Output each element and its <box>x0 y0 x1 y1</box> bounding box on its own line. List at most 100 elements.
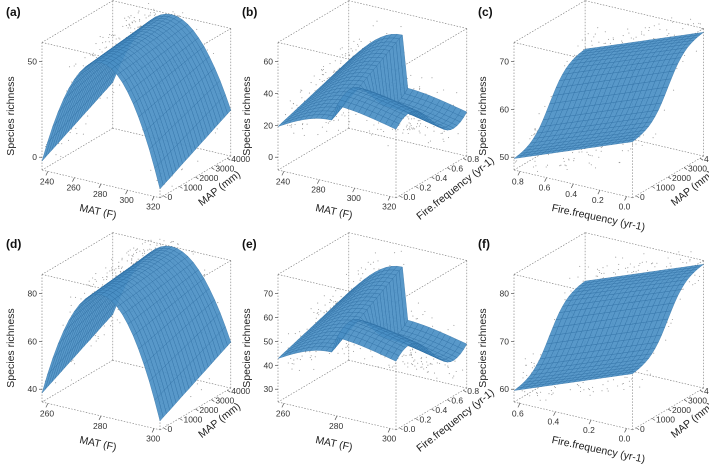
scatter-point <box>699 23 701 25</box>
scatter-point <box>639 136 641 138</box>
scatter-point <box>701 28 703 30</box>
bounding-box-edge <box>41 232 113 275</box>
scatter-point <box>216 128 218 130</box>
scatter-point <box>414 128 416 130</box>
scatter-point <box>630 37 632 39</box>
bounding-box-edge <box>348 0 467 29</box>
scatter-point <box>612 39 614 41</box>
scatter-point <box>136 260 138 262</box>
scatter-point <box>622 143 624 145</box>
panel-label: (c) <box>478 5 493 19</box>
scatter-point <box>321 80 323 83</box>
scatter-point <box>62 324 64 326</box>
scatter-point <box>130 262 132 264</box>
scatter-point <box>659 28 661 30</box>
scatter-point <box>142 255 144 257</box>
scatter-point <box>586 151 588 153</box>
scatter-point <box>149 244 151 246</box>
scatter-point <box>102 42 104 44</box>
scatter-point <box>408 118 410 120</box>
surface-mesh <box>41 245 231 422</box>
scatter-point <box>337 119 339 121</box>
scatter-point <box>105 41 107 43</box>
scatter-point <box>400 250 402 252</box>
scatter-point <box>341 47 343 49</box>
scatter-point <box>457 133 459 135</box>
scatter-point <box>431 77 433 79</box>
z-tick-label: 3000 <box>215 164 234 174</box>
scatter-point <box>538 113 540 115</box>
scatter-point <box>416 318 418 320</box>
scatter-point <box>371 356 373 358</box>
scatter-point <box>206 49 208 51</box>
x-tick-label: 0.4 <box>565 189 577 199</box>
scatter-point <box>300 89 302 91</box>
x-tick-mark <box>517 171 521 176</box>
scatter-point <box>69 132 71 134</box>
scatter-point <box>353 344 355 346</box>
scatter-point <box>365 268 367 270</box>
z-tick-mark <box>227 389 231 393</box>
x-tick-mark <box>316 179 320 184</box>
y-tick-label: 40 <box>28 384 38 394</box>
scatter-point <box>94 279 96 281</box>
scatter-point <box>409 114 411 116</box>
z-tick-mark <box>179 418 183 421</box>
scatter-point <box>563 160 565 162</box>
scatter-point <box>338 67 340 69</box>
scatter-point <box>433 358 435 360</box>
scatter-point <box>87 115 89 117</box>
y-tick-label: 20 <box>264 120 274 130</box>
x-axis-label: MAT (F) <box>78 434 117 454</box>
scatter-point <box>287 124 289 126</box>
z-tick-mark <box>163 195 167 199</box>
scatter-point <box>101 51 103 53</box>
scatter-point <box>436 362 438 364</box>
scatter-point <box>119 38 121 40</box>
scatter-point <box>690 18 692 20</box>
x-tick-mark <box>151 196 155 201</box>
scatter-point <box>315 351 317 353</box>
surface-cell <box>154 396 164 422</box>
scatter-point <box>452 377 454 379</box>
scatter-point <box>293 363 295 365</box>
scatter-point <box>655 133 657 135</box>
scatter-point <box>129 25 131 27</box>
scatter-point <box>635 143 637 145</box>
scatter-point <box>131 259 133 261</box>
scatter-point <box>144 252 146 254</box>
scatter-point <box>573 54 576 56</box>
z-tick-label: 0.0 <box>404 192 416 202</box>
z-tick-label: 1000 <box>183 182 202 192</box>
scatter-point <box>102 36 104 38</box>
scatter-point <box>109 34 111 36</box>
scatter-point <box>410 352 412 354</box>
scatter-point <box>603 42 605 45</box>
z-tick-label: 1000 <box>656 182 675 192</box>
scatter-point <box>376 20 378 22</box>
scatter-point <box>301 90 303 92</box>
scatter-point <box>409 126 411 128</box>
scatter-point <box>290 357 292 359</box>
z-tick-mark <box>211 399 215 402</box>
scatter-point <box>534 133 536 135</box>
scatter-point <box>332 295 334 297</box>
scatter-point <box>598 41 600 43</box>
scatter-point <box>591 40 593 42</box>
scatter-point <box>413 360 415 362</box>
scatter-point <box>322 74 324 76</box>
x-tick-label: 280 <box>311 185 325 195</box>
scatter-point <box>92 55 94 57</box>
z-tick-mark <box>415 186 419 189</box>
scatter-point <box>127 16 129 18</box>
scatter-point <box>431 363 433 365</box>
scatter-point <box>355 49 357 51</box>
surface-mesh <box>277 266 468 363</box>
scatter-point <box>121 266 123 268</box>
bounding-box-edge <box>277 232 349 275</box>
scatter-point <box>301 124 304 126</box>
scatter-point <box>360 267 362 269</box>
scatter-point <box>633 38 635 40</box>
scatter-point <box>514 161 516 163</box>
scatter-point <box>427 371 429 373</box>
